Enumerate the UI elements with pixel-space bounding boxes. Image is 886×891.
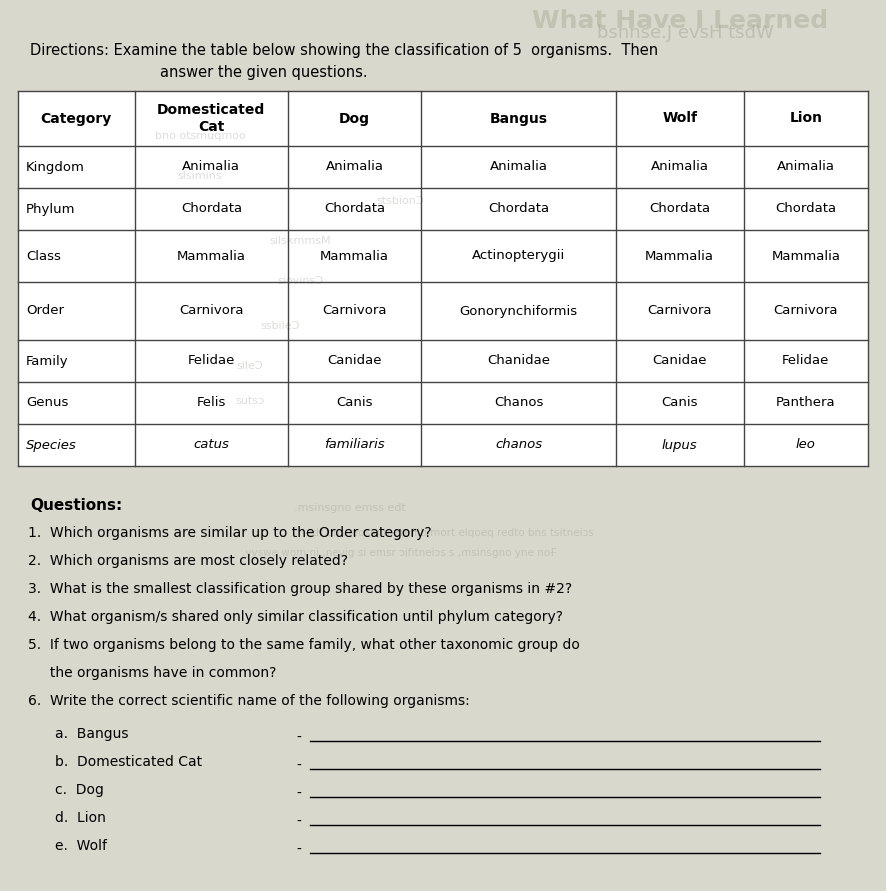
Text: Carnivora: Carnivora [647, 305, 711, 317]
Text: Felidae: Felidae [781, 355, 828, 367]
Text: answer the given questions.: answer the given questions. [159, 66, 367, 80]
Text: 3.  What is the smallest classification group shared by these organisms in #2?: 3. What is the smallest classification g… [28, 582, 571, 596]
Text: silsкmmsM: silsкmmsM [268, 236, 330, 246]
Text: Mammalia: Mammalia [771, 249, 839, 263]
Text: bsnnse.J evsH tsdW: bsnnse.J evsH tsdW [596, 24, 773, 42]
Text: Order: Order [26, 305, 64, 317]
Text: Genus: Genus [26, 396, 68, 410]
Text: 4.  What organism/s shared only similar classification until phylum category?: 4. What organism/s shared only similar c… [28, 610, 563, 624]
Text: Chordata: Chordata [774, 202, 835, 216]
Text: Class: Class [26, 249, 61, 263]
Text: teni bemsed: teni bemsed [784, 124, 854, 134]
Text: Carnivora: Carnivora [179, 305, 244, 317]
Text: edt bns ,eosiq tnereflib mort elqoeq redto bns tsitneiɔs: edt bns ,eosiq tnereflib mort elqoeq red… [306, 528, 594, 538]
Text: slsimins: slsimins [177, 171, 222, 181]
Text: -: - [296, 787, 300, 801]
Text: Carnivora: Carnivora [773, 305, 837, 317]
Text: Chanos: Chanos [494, 396, 542, 410]
Text: sutsɔ: sutsɔ [235, 396, 264, 406]
Text: stsbionƆ: stsbionƆ [376, 196, 424, 206]
Text: Questions:: Questions: [30, 498, 122, 513]
Text: Gonorynchiformis: Gonorynchiformis [459, 305, 577, 317]
Text: ssbileƆ: ssbileƆ [260, 321, 299, 331]
Text: -: - [296, 759, 300, 773]
Text: the organisms have in common?: the organisms have in common? [28, 666, 276, 680]
Text: Lion: Lion [789, 111, 821, 126]
Text: Animalia: Animalia [776, 160, 834, 174]
Text: Directions: Examine the table below showing the classification of 5  organisms. : Directions: Examine the table below show… [30, 44, 657, 59]
Text: Species: Species [26, 438, 77, 452]
Text: bno otsmuqmoo: bno otsmuqmoo [154, 131, 245, 141]
Text: Chanidae: Chanidae [486, 355, 549, 367]
Text: chanos: chanos [494, 438, 541, 452]
Text: .msinsgno emss edt: .msinsgno emss edt [294, 503, 406, 513]
Text: Mammalia: Mammalia [320, 249, 389, 263]
Text: Animalia: Animalia [325, 160, 384, 174]
Text: Canidae: Canidae [652, 355, 706, 367]
Text: -: - [296, 843, 300, 857]
Text: Family: Family [26, 355, 68, 367]
Bar [18, 91, 867, 466]
Text: Animalia: Animalia [650, 160, 708, 174]
Text: e.  Wolf: e. Wolf [55, 839, 107, 853]
Text: lupus: lupus [661, 438, 696, 452]
Text: 5.  If two organisms belong to the same family, what other taxonomic group do: 5. If two organisms belong to the same f… [28, 638, 579, 652]
Text: familiaris: familiaris [324, 438, 385, 452]
Text: siovinsƆ: siovinsƆ [276, 276, 323, 286]
Text: c.  Dog: c. Dog [55, 783, 104, 797]
Text: Actinopterygii: Actinopterygii [471, 249, 564, 263]
Text: 1.  Which organisms are similar up to the Order category?: 1. Which organisms are similar up to the… [28, 526, 431, 540]
Text: sileƆ: sileƆ [237, 361, 263, 371]
Text: d.  Lion: d. Lion [55, 811, 105, 825]
Text: Animalia: Animalia [489, 160, 547, 174]
Text: Canis: Canis [661, 396, 697, 410]
Text: -: - [296, 815, 300, 829]
Text: catus: catus [193, 438, 229, 452]
Text: Mammalia: Mammalia [644, 249, 713, 263]
Text: b.  Domesticated Cat: b. Domesticated Cat [55, 755, 202, 769]
Text: Chordata: Chordata [649, 202, 710, 216]
Text: .yvswe wom ni ,nevig si emsr ɔifitneiɔs s ,msinsgno yne noҒ: .yvswe wom ni ,nevig si emsr ɔifitneiɔs … [242, 548, 557, 558]
Text: leo: leo [795, 438, 815, 452]
Text: Chordata: Chordata [323, 202, 385, 216]
Text: Canidae: Canidae [327, 355, 382, 367]
Text: Chordata: Chordata [181, 202, 242, 216]
Text: Animalia: Animalia [183, 160, 240, 174]
Text: Carnivora: Carnivora [322, 305, 386, 317]
Text: Felis: Felis [197, 396, 226, 410]
Text: Mammalia: Mammalia [176, 249, 245, 263]
Text: 6.  Write the correct scientific name of the following organisms:: 6. Write the correct scientific name of … [28, 694, 470, 708]
Text: Phylum: Phylum [26, 202, 75, 216]
Text: Felidae: Felidae [188, 355, 235, 367]
Text: Category: Category [41, 111, 112, 126]
Text: a.  Bangus: a. Bangus [55, 727, 128, 741]
Text: Bangus: Bangus [489, 111, 547, 126]
Text: Panthera: Panthera [775, 396, 835, 410]
Text: Chordata: Chordata [487, 202, 548, 216]
Text: Canis: Canis [336, 396, 372, 410]
Text: -: - [296, 731, 300, 745]
Text: Wolf: Wolf [662, 111, 696, 126]
Text: Dog: Dog [338, 111, 369, 126]
Text: Domesticated
Cat: Domesticated Cat [157, 102, 265, 135]
Text: Kingdom: Kingdom [26, 160, 85, 174]
Text: What Have I Learned: What Have I Learned [532, 9, 828, 33]
Text: 2.  Which organisms are most closely related?: 2. Which organisms are most closely rela… [28, 554, 347, 568]
